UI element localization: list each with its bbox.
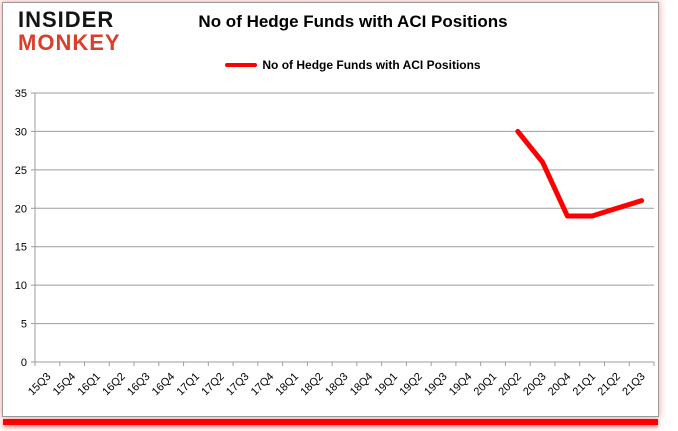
chart-title: No of Hedge Funds with ACI Positions: [198, 12, 508, 31]
svg-text:10: 10: [15, 280, 27, 292]
svg-text:21Q3: 21Q3: [620, 371, 648, 399]
svg-text:30: 30: [15, 126, 27, 138]
bottom-red-bar: [3, 419, 658, 425]
svg-text:17Q4: 17Q4: [249, 371, 277, 399]
svg-text:15Q3: 15Q3: [26, 371, 54, 399]
svg-text:25: 25: [15, 165, 27, 177]
insider-monkey-logo: INSIDER MONKEY: [18, 8, 121, 54]
svg-text:18Q1: 18Q1: [274, 371, 302, 399]
logo-insider-text: INSIDER: [18, 7, 115, 32]
logo-monkey-text: MONKEY: [18, 30, 121, 55]
svg-text:20Q1: 20Q1: [472, 371, 500, 399]
chart-card: INSIDER MONKEY No of Hedge Funds with AC…: [2, 2, 659, 417]
svg-text:16Q2: 16Q2: [100, 371, 128, 399]
svg-text:18Q3: 18Q3: [323, 371, 351, 399]
svg-text:17Q2: 17Q2: [199, 371, 227, 399]
svg-text:16Q3: 16Q3: [125, 371, 153, 399]
svg-text:0: 0: [21, 357, 27, 369]
svg-text:20: 20: [15, 203, 27, 215]
svg-text:15: 15: [15, 242, 27, 254]
svg-text:21Q2: 21Q2: [595, 371, 623, 399]
svg-text:18Q4: 18Q4: [348, 371, 376, 399]
chart-legend: No of Hedge Funds with ACI Positions: [143, 58, 563, 72]
svg-text:16Q1: 16Q1: [75, 371, 103, 399]
svg-text:19Q3: 19Q3: [422, 371, 450, 399]
legend-label: No of Hedge Funds with ACI Positions: [262, 58, 481, 72]
svg-text:21Q1: 21Q1: [571, 371, 599, 399]
svg-text:20Q4: 20Q4: [546, 371, 574, 399]
svg-text:19Q1: 19Q1: [373, 371, 401, 399]
svg-text:17Q3: 17Q3: [224, 371, 252, 399]
svg-text:15Q4: 15Q4: [51, 371, 79, 399]
svg-text:16Q4: 16Q4: [150, 371, 178, 399]
legend-line-swatch: [225, 63, 258, 67]
svg-text:20Q2: 20Q2: [496, 371, 524, 399]
svg-text:35: 35: [15, 88, 27, 100]
svg-text:20Q3: 20Q3: [521, 371, 549, 399]
svg-text:18Q2: 18Q2: [298, 371, 326, 399]
svg-text:19Q4: 19Q4: [447, 371, 475, 399]
svg-text:19Q2: 19Q2: [397, 371, 425, 399]
svg-text:5: 5: [21, 319, 27, 331]
svg-text:17Q1: 17Q1: [175, 371, 203, 399]
line-chart: 0510152025303515Q315Q416Q116Q216Q316Q417…: [15, 88, 655, 399]
